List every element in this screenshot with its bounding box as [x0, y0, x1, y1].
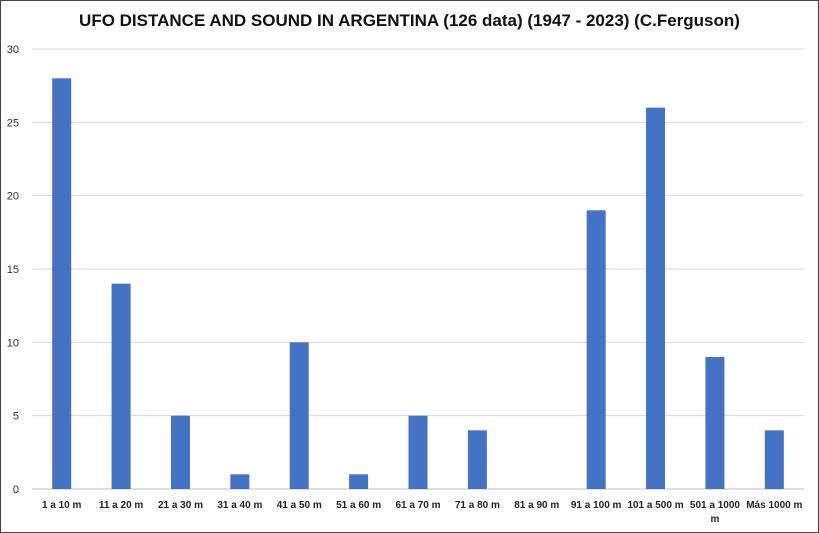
y-tick-label: 0: [13, 484, 19, 496]
y-tick-label: 30: [7, 44, 19, 56]
x-tick-label: 61 a 70 m: [395, 500, 440, 511]
x-tick-label: 41 a 50 m: [277, 500, 322, 511]
x-tick-label: 81 a 90 m: [514, 500, 559, 511]
bar: [467, 430, 487, 489]
bar: [52, 78, 72, 489]
y-tick-label: 20: [7, 191, 19, 203]
x-axis: 1 a 10 m 11 a 20 m 21 a 30 m 31 a 40 m 41 a …: [42, 500, 803, 525]
chart-title: UFO DISTANCE AND SOUND IN ARGENTINA (126…: [79, 11, 740, 30]
bar: [230, 474, 250, 489]
bar: [646, 107, 666, 490]
y-tick-label: 5: [13, 411, 19, 423]
x-tick-label: 1 a 10 m: [42, 500, 82, 511]
bar: [764, 430, 784, 489]
bar: [586, 210, 606, 490]
bar: [111, 283, 131, 489]
bar: [170, 415, 190, 489]
x-tick-label: 501 a 1000 m: [690, 500, 740, 525]
x-tick-label: 101 a 500 m: [627, 500, 683, 511]
bars: [52, 78, 784, 490]
y-tick-label: 15: [7, 264, 19, 276]
bar: [289, 342, 309, 489]
x-tick-label: 51 a 60 m: [336, 500, 381, 511]
gridlines: [32, 48, 804, 490]
y-tick-label: 10: [7, 337, 19, 349]
x-tick-label: 91 a 100 m: [571, 500, 622, 511]
bar: [349, 474, 369, 489]
x-tick-label: 71 a 80 m: [455, 500, 500, 511]
x-tick-label: Más 1000 m: [746, 500, 802, 511]
x-tick-label: 21 a 30 m: [158, 500, 203, 511]
x-tick-label: 11 a 20 m: [99, 500, 144, 511]
y-axis: 0 5 10 15 20 25 30: [7, 44, 19, 496]
bar: [408, 415, 428, 489]
bar: [705, 357, 725, 489]
x-tick-label: 31 a 40 m: [217, 500, 262, 511]
y-tick-label: 25: [7, 117, 19, 129]
